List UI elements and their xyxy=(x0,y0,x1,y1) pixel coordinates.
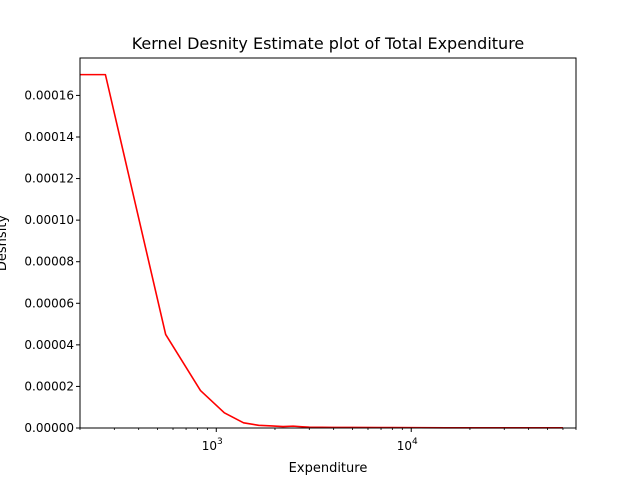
y-tick-label: 0.00004 xyxy=(24,338,74,352)
y-axis-label: Desnsity xyxy=(0,215,10,272)
y-tick-label: 0.00010 xyxy=(24,213,74,227)
x-axis-label: Expenditure xyxy=(289,461,368,476)
y-tick-label: 0.00008 xyxy=(24,255,74,269)
y-tick-label: 0.00002 xyxy=(24,379,74,393)
y-tick-label: 0.00012 xyxy=(24,172,74,186)
y-tick-label: 0.00006 xyxy=(24,296,74,310)
y-tick-label: 0.00000 xyxy=(24,421,74,435)
plot-frame xyxy=(79,57,577,429)
y-tick-label: 0.00016 xyxy=(24,88,74,102)
chart-title: Kernel Desnity Estimate plot of Total Ex… xyxy=(132,34,525,53)
y-tick-label: 0.00014 xyxy=(24,130,74,144)
